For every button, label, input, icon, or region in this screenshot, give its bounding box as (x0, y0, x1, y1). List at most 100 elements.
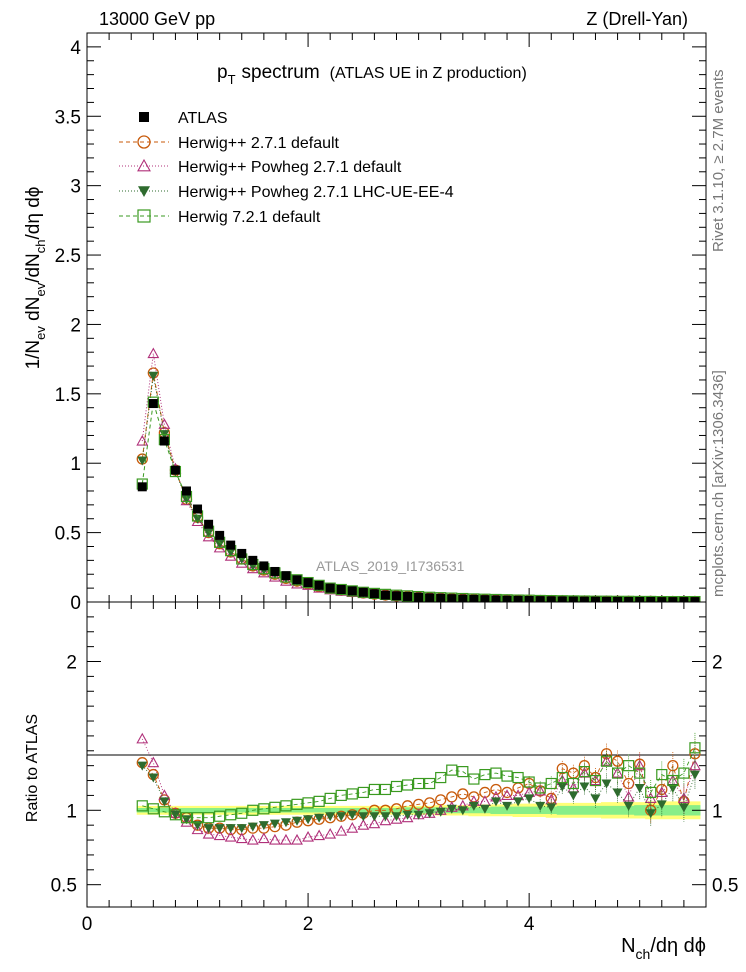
ratio-point (147, 803, 159, 815)
ratio-y-tick-label-right: 1 (712, 801, 723, 822)
x-tick-label: 2 (303, 914, 314, 935)
ratio-point (247, 822, 258, 832)
ratio-point (501, 789, 513, 800)
main-point (513, 595, 523, 605)
ratio-point (368, 783, 380, 796)
ratio-point (656, 768, 668, 781)
ratio-panel-series (136, 732, 701, 845)
ratio-point (600, 748, 613, 760)
main-point (215, 530, 225, 540)
legend: ATLAS Herwig++ 2.7.1 default Herwig++ Powh… (119, 110, 454, 226)
legend-entry-herwig-7-2-1-default: Herwig 7.2.1 default (119, 209, 321, 226)
ratio-point (391, 812, 402, 822)
ratio-point (501, 786, 513, 799)
main-point (325, 583, 335, 593)
ratio-point (590, 794, 601, 804)
ratio-point (545, 777, 557, 790)
ratio-point (557, 782, 568, 792)
ratio-point (325, 812, 336, 822)
ratio-panel-frame (86, 601, 707, 908)
ratio-point (380, 812, 391, 822)
ratio-point (358, 812, 369, 822)
ratio-point (667, 783, 678, 793)
main-point (257, 566, 270, 578)
ratio-point (689, 742, 701, 754)
legend-entry-atlas: ATLAS (139, 110, 228, 127)
main-point (204, 519, 214, 529)
ratio-point (623, 801, 634, 811)
ratio-point (313, 829, 326, 841)
ratio-point (335, 789, 347, 802)
main-y-tick-label: 3.5 (55, 107, 81, 128)
ratio-point (214, 810, 226, 822)
main-point (368, 587, 380, 599)
ratio-point (303, 815, 314, 825)
ratio-point (634, 783, 645, 793)
main-series-atlas (137, 399, 700, 607)
main-point (159, 436, 169, 446)
main-point (524, 595, 534, 605)
main-point (280, 575, 292, 586)
ratio-point (490, 767, 502, 779)
ratio-series-line (142, 747, 696, 819)
ratio-point (269, 801, 281, 813)
legend-entry-herwig-2-7-1-default: Herwig++ 2.7.1 default (119, 135, 340, 152)
ratio-point (645, 809, 656, 819)
main-point (180, 494, 193, 506)
rivet-version-label: Rivet 3.1.10, ≥ 2.7M events (710, 70, 727, 253)
main-y-tick-label: 0.5 (55, 524, 81, 545)
ratio-point (568, 791, 579, 801)
ratio-point (313, 795, 325, 807)
main-point (235, 557, 248, 568)
main-point (248, 555, 258, 565)
ratio-point (401, 779, 414, 791)
ratio-y-tick-label: 2 (66, 653, 77, 674)
main-point (302, 576, 314, 589)
ratio-point (369, 812, 380, 822)
legend-marker (138, 186, 150, 197)
ratio-point (291, 833, 303, 845)
main-point (403, 591, 413, 601)
ratio-series-line (141, 753, 696, 831)
ratio-point (148, 773, 159, 783)
ratio-point (468, 773, 480, 785)
ratio-point (368, 817, 381, 829)
ratio-point (268, 833, 281, 845)
ratio-point (534, 782, 546, 794)
ratio-point (246, 833, 259, 845)
ratio-point (435, 807, 446, 817)
ratio-point (502, 801, 513, 811)
ratio-point (336, 812, 347, 822)
header-right: Z (Drell-Yan) (586, 9, 688, 29)
ratio-point (611, 767, 624, 779)
main-point (491, 595, 501, 605)
main-point (358, 587, 368, 597)
ratio-point (280, 833, 292, 845)
ratio-point (314, 813, 325, 823)
ratio-point (589, 774, 602, 786)
main-point (369, 589, 379, 599)
ratio-series-line (141, 738, 696, 841)
ratio-point (513, 797, 524, 807)
ratio-point (579, 782, 590, 792)
main-y-tick-label: 2 (70, 315, 81, 336)
ratio-point (379, 814, 392, 826)
ratio-point (401, 811, 414, 823)
legend-entry-herwig-powheg-2-7-1-lhc-ue-ee-4: Herwig++ Powheg 2.7.1 LHC-UE-EE-4 (119, 184, 454, 201)
ratio-point (258, 821, 269, 831)
ratio-point (623, 760, 635, 772)
main-point (414, 592, 424, 602)
main-point (347, 586, 357, 596)
ratio-point (678, 803, 689, 813)
ratio-point (501, 770, 513, 782)
main-point (602, 596, 612, 606)
ratio-point (655, 786, 668, 797)
ratio-point (269, 819, 280, 829)
main-y-tick-label: 1.5 (55, 385, 81, 406)
ratio-point (335, 824, 348, 836)
ratio-point (490, 797, 501, 807)
main-point (392, 591, 401, 601)
legend-label: ATLAS (178, 110, 228, 127)
ratio-point (225, 824, 236, 834)
ratio-point (523, 776, 535, 788)
